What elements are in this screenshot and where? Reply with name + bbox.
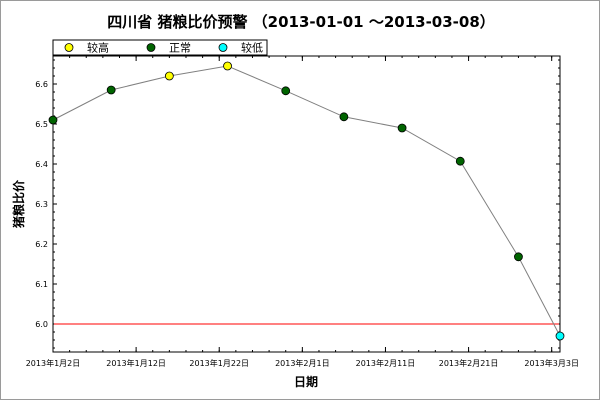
- data-points-group: [48, 61, 565, 341]
- series-line: [52, 65, 561, 337]
- data-point: [455, 156, 465, 166]
- chart-title: 四川省 猪粮比价预警 （2013-01-01 ～2013-03-08）: [107, 13, 495, 31]
- data-point: [555, 331, 565, 341]
- plot-area: [52, 55, 561, 353]
- x-tick-label: 2013年3月3日: [524, 358, 579, 368]
- legend-box: [52, 39, 268, 56]
- legend-label: 较高: [87, 41, 109, 55]
- y-tick-label: 6.1: [35, 280, 48, 289]
- y-axis-label: 猪粮比价: [11, 179, 26, 229]
- y-tick-label: 6.3: [35, 200, 48, 209]
- y-tick-label: 6.0: [35, 320, 48, 329]
- legend-label: 正常: [169, 42, 191, 55]
- y-tick-label: 6.6: [35, 80, 48, 89]
- x-tick-label: 2013年2月11日: [356, 358, 416, 368]
- legend-marker: [218, 43, 228, 52]
- data-point: [164, 71, 174, 81]
- y-tick-label: 6.5: [35, 120, 48, 129]
- data-point: [339, 112, 349, 122]
- data-point: [514, 252, 523, 262]
- legend-marker: [64, 43, 74, 52]
- data-point: [397, 123, 407, 133]
- y-tick-label: 6.2: [35, 240, 48, 249]
- data-point: [48, 115, 58, 125]
- legend-marker: [146, 43, 156, 52]
- series-line-group: [52, 65, 561, 337]
- data-point: [281, 86, 291, 96]
- legend: 较高 正常 较低: [52, 39, 268, 56]
- x-tick-label: 2013年1月2日: [26, 358, 81, 368]
- y-tick-label: 6.4: [35, 160, 48, 169]
- data-point: [223, 61, 232, 71]
- legend-label: 较低: [241, 41, 263, 55]
- x-tick-label: 2013年2月21日: [439, 358, 499, 368]
- x-axis-label: 日期: [294, 374, 318, 389]
- data-point: [106, 85, 116, 95]
- x-tick-label: 2013年1月22日: [189, 358, 249, 368]
- x-axis: 2013年1月2日 2013年1月12日 2013年1月22日 2013年2月1日 20…: [26, 56, 579, 368]
- x-tick-label: 2013年1月12日: [106, 358, 166, 368]
- x-tick-label: 2013年2月1日: [275, 358, 330, 368]
